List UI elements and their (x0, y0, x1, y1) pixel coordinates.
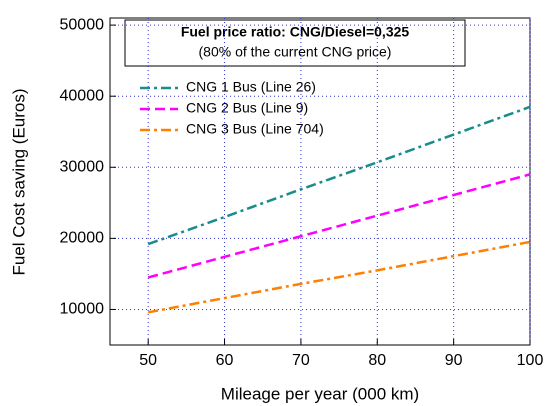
x-axis-label: Mileage per year (000 km) (221, 384, 419, 403)
x-tick-label: 80 (368, 352, 386, 369)
line (147, 240, 531, 314)
y-tick-label: 20000 (60, 230, 105, 247)
legend-label: CNG 1 Bus (Line 26) (186, 79, 316, 95)
legend-label: CNG 3 Bus (Line 704) (186, 121, 324, 137)
x-tick-label: 100 (517, 352, 544, 369)
annotation-box (124, 19, 466, 67)
x-tick-label: 50 (139, 352, 157, 369)
x-tick-label: 90 (445, 352, 463, 369)
y-axis-label: Fuel Cost saving (Euros) (9, 88, 28, 275)
annotation: Fuel price ratio: CNG/Diesel=0,325 (181, 24, 410, 40)
y-tick-label: 50000 (60, 16, 105, 33)
line (147, 105, 531, 246)
y-tick-label: 10000 (60, 301, 105, 318)
x-tick-label: 60 (216, 352, 234, 369)
legend-label: CNG 2 Bus (Line 9) (186, 100, 308, 116)
y-tick-label: 40000 (60, 87, 105, 104)
x-tick-label: 70 (292, 352, 310, 369)
line (147, 173, 531, 279)
annotation: (80% of the current CNG price) (199, 44, 392, 60)
plot-frame (109, 17, 531, 346)
y-tick-label: 30000 (60, 159, 105, 176)
